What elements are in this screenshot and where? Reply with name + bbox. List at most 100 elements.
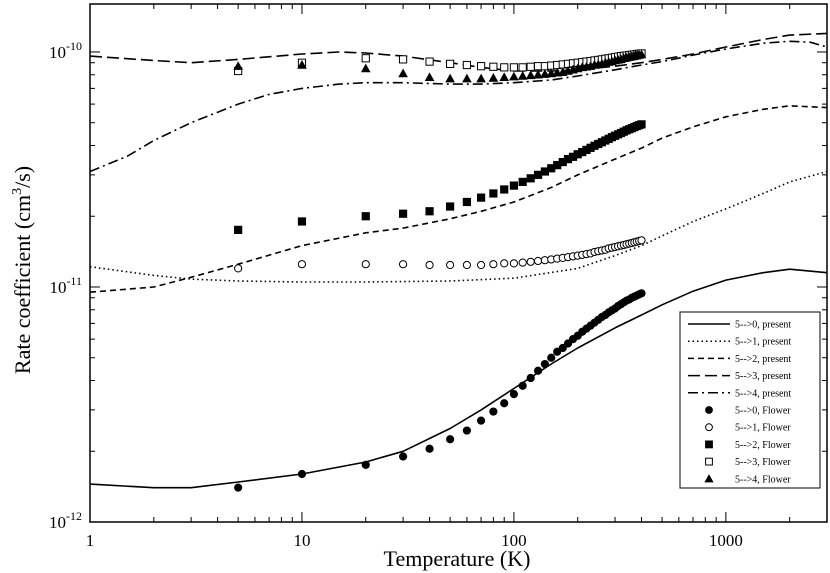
data-point xyxy=(637,289,646,298)
x-tick-label: 1000 xyxy=(709,531,743,550)
data-point xyxy=(533,366,543,375)
data-point xyxy=(500,259,509,268)
data-point xyxy=(526,373,535,383)
data-point xyxy=(361,260,370,269)
legend-entry: 5-->4, Flower xyxy=(704,474,791,485)
y-tick-label-exp: -12 xyxy=(66,509,82,523)
data-point xyxy=(517,71,528,80)
legend-entry: 5-->2, present xyxy=(688,354,791,365)
data-point xyxy=(533,256,543,266)
data-point xyxy=(361,54,370,63)
series-3 xyxy=(89,105,828,293)
data-point xyxy=(462,60,471,70)
series-7 xyxy=(234,236,646,273)
data-point xyxy=(518,177,527,186)
legend-marker-swatch xyxy=(705,440,713,449)
data-point xyxy=(425,260,434,270)
legend-entry: 5-->3, present xyxy=(688,371,791,382)
data-point xyxy=(500,185,509,194)
x-tick-label: 1 xyxy=(86,531,95,550)
legend-entry: 5-->2, Flower xyxy=(705,440,791,451)
data-point xyxy=(540,69,550,78)
series-8 xyxy=(234,120,646,234)
data-point xyxy=(361,212,370,221)
data-point xyxy=(500,63,509,72)
data-point xyxy=(462,197,471,207)
data-point xyxy=(297,60,307,69)
y-tick-label-base: 10 xyxy=(49,513,66,532)
legend-entry: 5-->0, Flower xyxy=(705,406,791,417)
legend-marker-swatch xyxy=(705,406,713,414)
data-point xyxy=(509,390,519,399)
series-line xyxy=(89,105,828,293)
data-point xyxy=(398,209,408,218)
data-point xyxy=(489,407,498,416)
legend-label: 5-->2, present xyxy=(735,354,791,365)
legend-label: 5-->4, present xyxy=(735,388,791,399)
legend-label: 5-->3, present xyxy=(735,371,791,382)
data-point xyxy=(446,59,455,68)
data-point xyxy=(234,264,243,273)
data-point xyxy=(637,236,646,245)
data-point xyxy=(488,73,499,82)
data-point xyxy=(489,189,498,198)
legend-entry: 5-->3, Flower xyxy=(705,457,791,468)
data-point xyxy=(446,202,455,211)
data-point xyxy=(297,217,307,226)
legend-label: 5-->0, present xyxy=(735,320,791,331)
y-tick-label: 10-11 xyxy=(49,274,82,297)
y-tick-label: 10-10 xyxy=(49,39,82,62)
series-10 xyxy=(233,49,647,83)
data-point xyxy=(509,259,519,268)
x-tick-label: 10 xyxy=(293,531,310,550)
data-point xyxy=(518,63,527,72)
data-point xyxy=(425,444,434,453)
legend-entry: 5-->4, present xyxy=(688,388,791,399)
series-2 xyxy=(89,170,828,283)
data-point xyxy=(533,69,543,79)
data-point xyxy=(525,70,536,80)
data-point xyxy=(425,57,434,66)
legend-marker-swatch xyxy=(705,423,713,432)
data-point xyxy=(361,460,370,469)
y-tick-label-exp: -11 xyxy=(66,274,82,288)
legend-label: 5-->2, Flower xyxy=(735,440,791,451)
x-tick-label: 100 xyxy=(501,531,527,550)
data-point xyxy=(489,260,498,269)
series-4 xyxy=(89,32,828,72)
series-layer xyxy=(89,32,828,492)
data-point xyxy=(297,260,307,269)
data-point xyxy=(637,120,646,129)
y-tick-label-base: 10 xyxy=(49,43,66,62)
data-point xyxy=(526,174,535,183)
data-point xyxy=(476,193,486,202)
data-point xyxy=(533,62,543,71)
data-point xyxy=(476,260,486,270)
data-point xyxy=(476,73,486,83)
data-point xyxy=(234,225,243,234)
series-line xyxy=(89,40,828,173)
data-point xyxy=(446,260,455,270)
y-axis-label-sup: 3 xyxy=(10,188,25,195)
data-point xyxy=(500,399,509,408)
data-point xyxy=(360,63,371,73)
data-point xyxy=(553,347,562,356)
series-line xyxy=(89,170,828,283)
y-tick-label-exp: -10 xyxy=(66,39,82,53)
data-point xyxy=(526,62,535,71)
data-point xyxy=(398,55,408,64)
legend-box xyxy=(679,311,821,489)
data-point xyxy=(297,469,307,479)
data-point xyxy=(518,258,527,267)
y-axis-label-main: Rate coefficient (cm xyxy=(10,195,35,374)
data-point xyxy=(489,62,498,71)
data-point xyxy=(398,68,408,78)
data-point xyxy=(462,260,471,270)
data-point xyxy=(547,353,556,362)
legend-label: 5-->4, Flower xyxy=(735,474,791,485)
legend-entry: 5-->0, present xyxy=(688,320,791,331)
y-tick-label: 10-12 xyxy=(49,509,82,532)
data-point xyxy=(424,72,435,82)
legend-label: 5-->1, present xyxy=(735,337,791,348)
